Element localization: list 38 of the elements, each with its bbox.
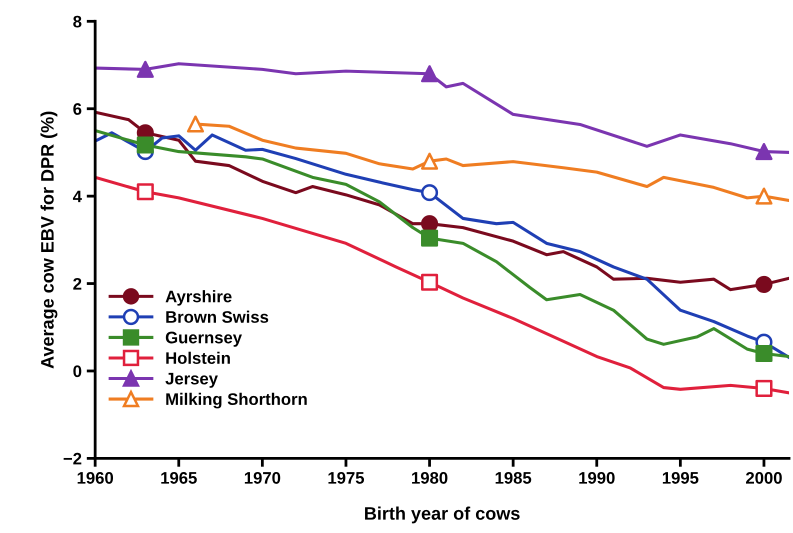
point	[136, 60, 154, 78]
point	[755, 143, 772, 160]
legend-label: Milking Shorthorn	[166, 392, 307, 408]
y-tick-label: −2	[64, 452, 82, 464]
point	[421, 152, 438, 170]
point	[421, 184, 438, 202]
point	[421, 274, 438, 291]
x-tick-label: 1990	[579, 472, 615, 484]
y-axis-title: Average cow EBV for DPR (%)	[40, 112, 58, 368]
x-tick-label: 1985	[496, 472, 532, 484]
point	[421, 230, 438, 247]
x-tick-label: 1975	[328, 472, 364, 484]
x-tick-label: 1970	[244, 472, 280, 484]
x-axis-title: Birth year of cows	[365, 506, 520, 524]
legend-label: Holstein	[166, 352, 230, 364]
point	[755, 344, 772, 362]
x-tick-label: 1980	[412, 472, 448, 484]
point	[421, 65, 438, 82]
y-tick-label: 6	[73, 103, 82, 115]
y-tick-label: 8	[73, 16, 82, 28]
point	[755, 276, 772, 293]
x-tick-label: 1995	[662, 472, 698, 484]
y-tick-label: 4	[72, 190, 82, 202]
point	[136, 136, 154, 154]
y-tick-label: 0	[73, 365, 82, 378]
point	[755, 188, 772, 205]
legend-label: Ayrshire	[166, 290, 232, 306]
y-tick-label: 2	[73, 278, 82, 290]
point	[186, 115, 204, 133]
point	[136, 183, 154, 200]
x-tick-label: 1960	[78, 472, 114, 484]
x-tick-label: 2000	[746, 472, 782, 484]
point	[755, 380, 772, 397]
legend-label: Jersey	[165, 372, 218, 388]
legend-label: Brown Swiss	[166, 310, 268, 323]
line-series	[95, 110, 790, 292]
x-tick-label: 1965	[161, 472, 197, 484]
legend-label: Guernsey	[166, 332, 242, 347]
